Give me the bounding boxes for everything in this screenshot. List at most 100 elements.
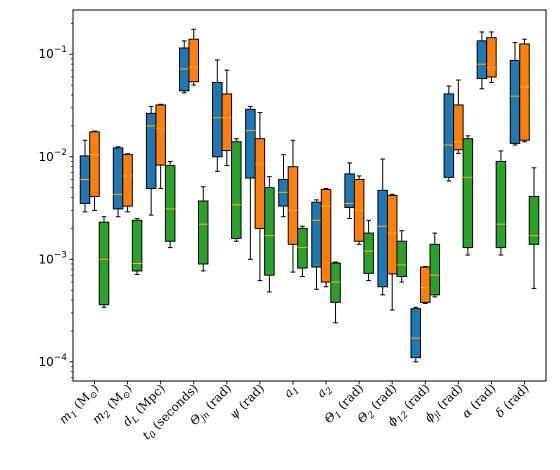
box-iqr bbox=[453, 104, 464, 151]
box-iqr bbox=[164, 165, 176, 242]
box-iqr bbox=[330, 262, 341, 303]
box-2 bbox=[131, 217, 143, 276]
box-iqr bbox=[363, 232, 374, 274]
svg-text:δ (rad): δ (rad) bbox=[493, 381, 532, 420]
box-1 bbox=[98, 216, 110, 308]
y-tick-label: 10−3 bbox=[38, 250, 67, 266]
box-iqr bbox=[122, 154, 133, 207]
y-tick-exponent: −1 bbox=[54, 45, 67, 55]
plot-marks bbox=[79, 28, 540, 363]
box-iqr bbox=[287, 166, 299, 245]
box-9 bbox=[363, 219, 374, 282]
box-1 bbox=[79, 139, 91, 213]
box-9 bbox=[353, 175, 365, 245]
box-iqr bbox=[386, 194, 398, 275]
box-iqr bbox=[297, 227, 308, 269]
category-unit: (rad) bbox=[498, 381, 532, 415]
y-tick-base: 10 bbox=[38, 47, 53, 61]
svg-text:ψ (rad): ψ (rad) bbox=[227, 381, 267, 421]
y-tick-exponent: −2 bbox=[54, 148, 67, 158]
box-5 bbox=[221, 69, 233, 167]
box-12 bbox=[453, 79, 464, 154]
box-iqr bbox=[509, 59, 521, 144]
y-tick-exponent: −3 bbox=[54, 250, 67, 260]
box-iqr bbox=[486, 37, 497, 78]
box-iqr bbox=[131, 219, 143, 272]
y-tick-base: 10 bbox=[38, 355, 53, 369]
box-iqr bbox=[178, 47, 190, 92]
box-8 bbox=[311, 199, 322, 290]
y-tick-label: 10−1 bbox=[38, 45, 67, 61]
box-5 bbox=[212, 59, 223, 172]
box-1 bbox=[89, 130, 100, 211]
series-3 bbox=[98, 135, 540, 324]
box-4 bbox=[178, 40, 190, 94]
category-unit: (rad) bbox=[233, 381, 267, 415]
category-subscript: 1 bbox=[333, 410, 344, 421]
box-12 bbox=[443, 85, 455, 182]
svg-text:α (rad): α (rad) bbox=[459, 381, 498, 420]
category-subscript: 0 bbox=[148, 430, 159, 441]
box-iqr bbox=[344, 173, 355, 208]
category-subscript: 1 bbox=[291, 386, 302, 397]
x-category-label: a2 bbox=[314, 381, 335, 402]
x-axis: m1 (M⊙)m2 (M⊙)dL (Mpc)t0 (seconds)Θjn (r… bbox=[56, 381, 532, 442]
box-iqr bbox=[221, 93, 233, 152]
box-iqr bbox=[197, 200, 209, 265]
box-11 bbox=[429, 232, 441, 298]
box-14 bbox=[509, 42, 521, 146]
box-iqr bbox=[410, 308, 422, 359]
box-10 bbox=[386, 193, 398, 311]
box-iqr bbox=[476, 40, 488, 79]
box-6 bbox=[264, 176, 275, 293]
box-9 bbox=[344, 162, 355, 219]
x-category-label: a1 bbox=[281, 381, 302, 402]
x-category-label: ψ (rad) bbox=[227, 381, 267, 421]
box-6 bbox=[245, 105, 256, 260]
box-4 bbox=[188, 28, 199, 86]
box-11 bbox=[410, 306, 422, 363]
box-iqr bbox=[254, 138, 266, 229]
box-7 bbox=[297, 225, 308, 277]
x-category-label: α (rad) bbox=[459, 381, 498, 420]
svg-text:a1: a1 bbox=[281, 381, 302, 402]
box-iqr bbox=[188, 38, 199, 83]
box-iqr bbox=[519, 43, 530, 141]
box-iqr bbox=[98, 221, 110, 306]
box-iqr bbox=[320, 188, 332, 283]
box-iqr bbox=[377, 189, 388, 288]
box-8 bbox=[320, 188, 332, 288]
y-tick-base: 10 bbox=[38, 252, 53, 266]
box-iqr bbox=[145, 112, 157, 190]
box-iqr bbox=[278, 179, 289, 207]
category-unit: (rad) bbox=[366, 381, 400, 415]
box-11 bbox=[420, 266, 431, 305]
box-12 bbox=[462, 135, 474, 256]
box-iqr bbox=[528, 195, 540, 245]
y-tick-label: 10−2 bbox=[38, 148, 67, 164]
y-tick-exponent: −4 bbox=[54, 353, 68, 363]
box-iqr bbox=[231, 141, 242, 239]
box-iqr bbox=[429, 243, 441, 296]
box-5 bbox=[231, 138, 242, 242]
box-iqr bbox=[443, 93, 455, 178]
plot-frame bbox=[72, 9, 547, 382]
box-iqr bbox=[495, 160, 507, 249]
box-3 bbox=[145, 105, 157, 216]
box-8 bbox=[330, 261, 341, 324]
box-13 bbox=[495, 150, 507, 256]
box-3 bbox=[164, 160, 176, 249]
box-iqr bbox=[245, 108, 256, 179]
series-2 bbox=[89, 28, 530, 311]
y-axis: 10−410−310−210−1 bbox=[38, 23, 73, 379]
y-tick-label: 10−4 bbox=[38, 353, 67, 369]
box-iqr bbox=[155, 104, 166, 166]
box-6 bbox=[254, 112, 266, 282]
box-10 bbox=[377, 158, 388, 296]
box-7 bbox=[287, 139, 299, 273]
box-3 bbox=[155, 103, 166, 190]
box-14 bbox=[519, 38, 530, 143]
box-iqr bbox=[264, 187, 275, 276]
svg-text:a2: a2 bbox=[314, 381, 335, 402]
